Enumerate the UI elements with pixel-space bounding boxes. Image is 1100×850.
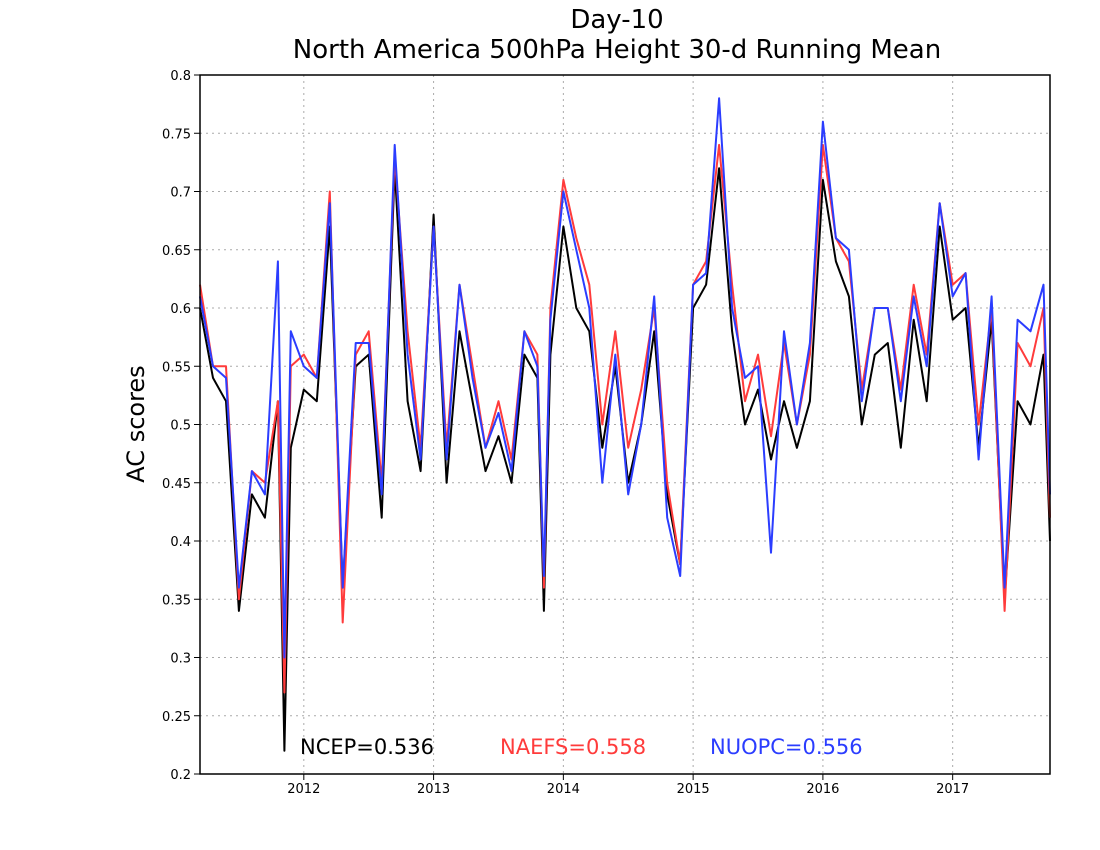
y-tick-label: 0.2: [170, 768, 191, 783]
x-tick-label: 2016: [806, 782, 839, 797]
y-tick-label: 0.4: [170, 535, 191, 550]
y-axis-ticks: 0.2 0.25 0.3 0.35 0.4 0.45 0.5 0.55 0.6 0.65 0.7 0.…: [162, 69, 200, 783]
y-tick-label: 0.75: [162, 127, 191, 142]
y-tick-label: 0.45: [162, 477, 191, 492]
chart-subtitle: North America 500hPa Height 30-d Running…: [293, 35, 941, 65]
y-tick-label: 0.5: [170, 419, 191, 434]
x-axis-ticks: 2012 2013 2014 2015 2016 2017: [287, 774, 969, 797]
y-tick-label: 0.35: [162, 593, 191, 608]
legend-nuopc: NUOPC=0.556: [710, 735, 863, 759]
series-line-nuopc: [199, 97, 1051, 659]
y-tick-label: 0.55: [162, 360, 191, 375]
legend-naefs: NAEFS=0.558: [500, 735, 646, 759]
legend-ncep: NCEP=0.536: [300, 735, 434, 759]
y-tick-label: 0.7: [170, 186, 191, 201]
x-tick-label: 2017: [936, 782, 969, 797]
y-tick-label: 0.3: [170, 652, 191, 667]
y-axis-label: AC scores: [122, 365, 150, 482]
x-tick-label: 2015: [677, 782, 710, 797]
x-tick-label: 2014: [547, 782, 580, 797]
x-tick-label: 2012: [287, 782, 320, 797]
y-tick-label: 0.6: [170, 302, 191, 317]
y-tick-label: 0.65: [162, 244, 191, 259]
chart-title: Day-10: [570, 5, 663, 35]
y-tick-label: 0.25: [162, 710, 191, 725]
y-tick-label: 0.8: [170, 69, 191, 84]
x-tick-label: 2013: [417, 782, 450, 797]
series-lines: [199, 97, 1051, 752]
